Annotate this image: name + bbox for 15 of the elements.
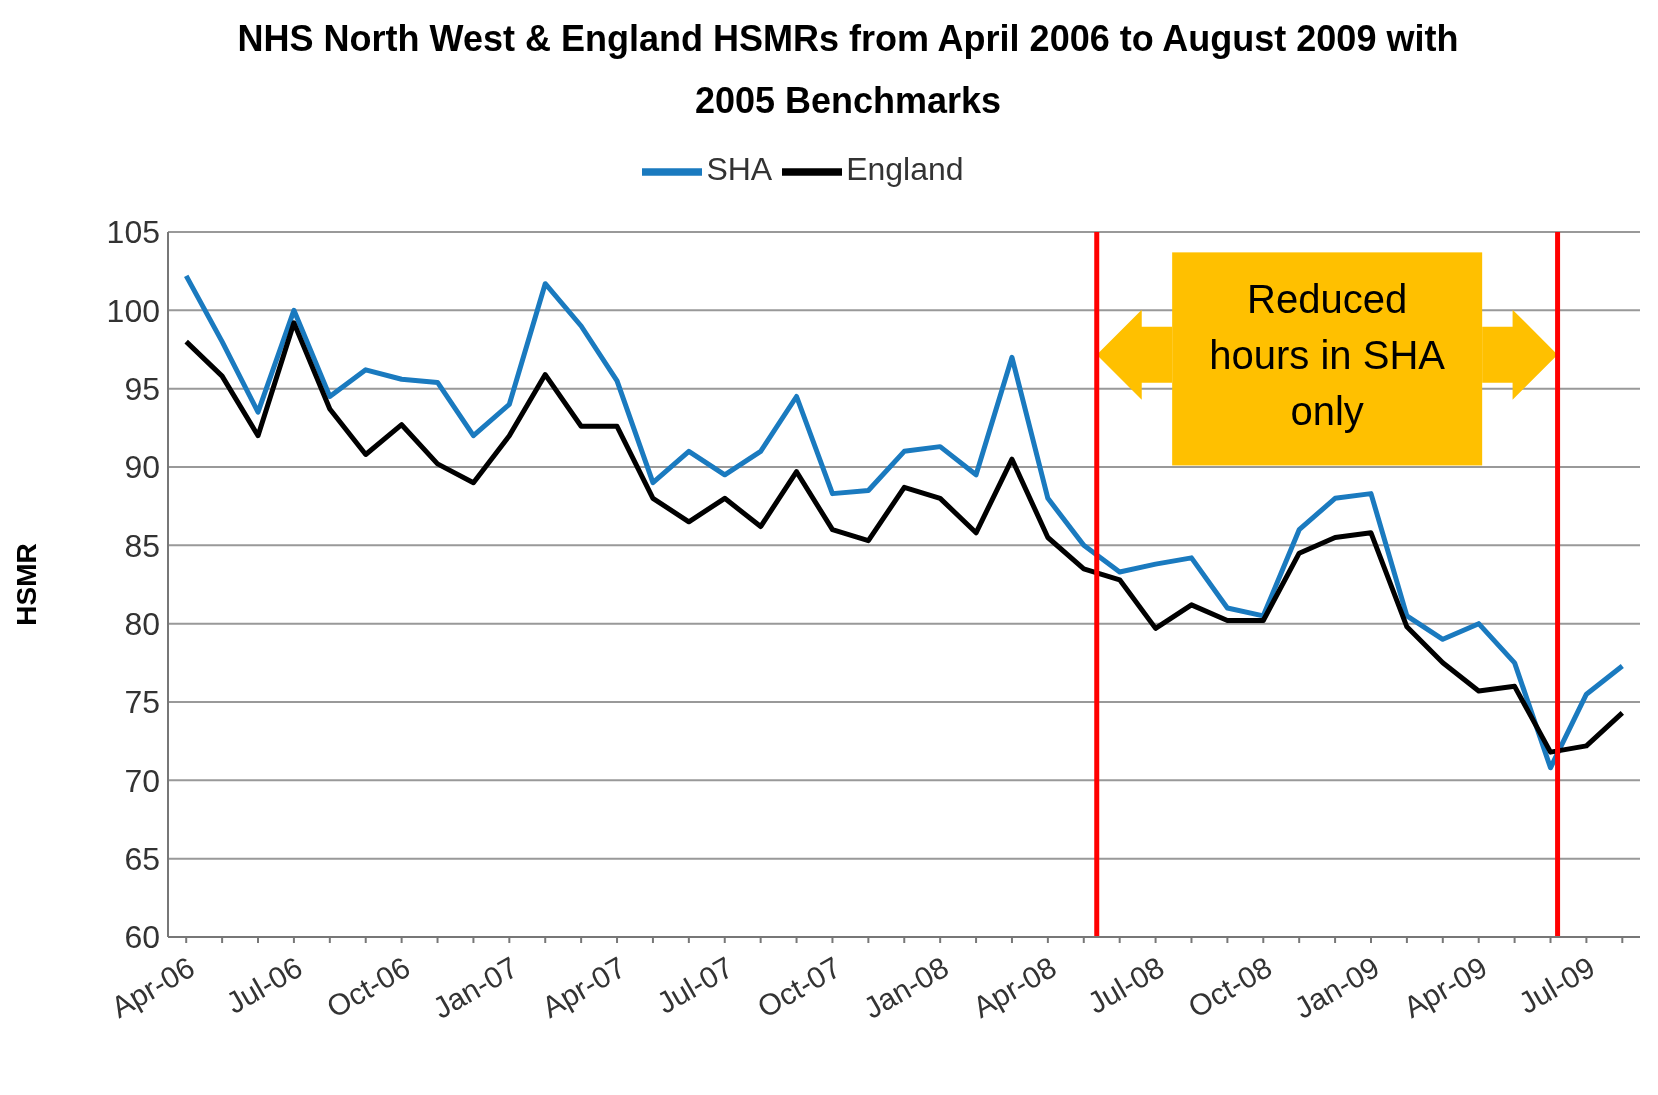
y-tick-label: 65 (124, 841, 160, 878)
y-tick-label: 60 (124, 919, 160, 956)
y-tick-label: 80 (124, 606, 160, 643)
chart-title: NHS North West & England HSMRs from April 2006 to August 2009 with 2005 Benchmarks (236, 17, 1460, 123)
legend-label: SHA (706, 151, 773, 188)
legend-label: England (846, 151, 964, 188)
y-tick-label: 85 (124, 527, 160, 564)
y-tick-label: 100 (106, 292, 160, 329)
y-tick-label: 105 (106, 214, 160, 251)
annotation: Reduced hours in SHA only (1209, 276, 1446, 433)
y-axis-title: HSMR (10, 543, 42, 626)
y-tick-label: 90 (124, 449, 160, 486)
y-tick-label: 70 (124, 762, 160, 799)
y-tick-label: 95 (124, 371, 160, 408)
y-tick-label: 75 (124, 684, 160, 721)
